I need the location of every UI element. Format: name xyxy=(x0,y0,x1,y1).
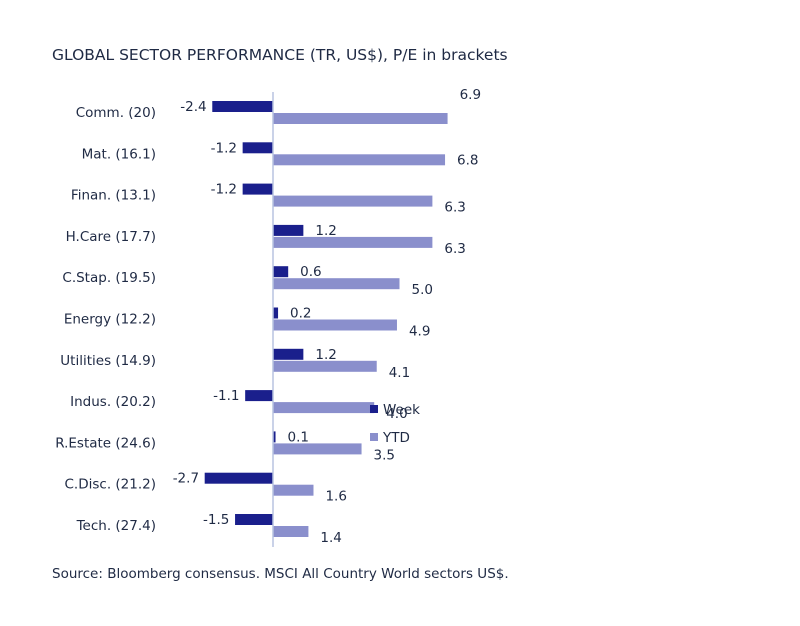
ytd-bar xyxy=(273,443,362,455)
week-value-label: -1.1 xyxy=(213,388,239,404)
week-bar xyxy=(273,307,279,319)
category-label: Mat. (16.1) xyxy=(82,146,156,162)
ytd-value-label: 6.9 xyxy=(460,87,481,103)
ytd-bar xyxy=(273,113,448,124)
week-bar xyxy=(273,224,304,236)
week-bar xyxy=(245,390,273,402)
legend-ytd-label: YTD xyxy=(382,430,410,446)
ytd-value-label: 1.4 xyxy=(320,530,341,546)
ytd-bar xyxy=(273,319,397,331)
category-label: Utilities (14.9) xyxy=(60,353,156,369)
category-label: H.Care (17.7) xyxy=(66,229,156,245)
week-bar xyxy=(273,348,304,360)
ytd-bar xyxy=(273,402,375,414)
category-label: Comm. (20) xyxy=(76,105,156,121)
week-value-label: 1.2 xyxy=(315,347,336,363)
week-value-label: 0.6 xyxy=(300,264,321,280)
ytd-value-label: 4.1 xyxy=(389,365,410,381)
week-bar xyxy=(242,142,273,154)
ytd-bar xyxy=(273,360,377,372)
ytd-bar xyxy=(273,154,446,166)
category-label: Tech. (27.4) xyxy=(76,518,156,534)
ytd-value-label: 5.0 xyxy=(412,282,433,298)
week-value-label: -1.2 xyxy=(211,140,237,156)
ytd-value-label: 4.0 xyxy=(386,406,407,422)
week-bar xyxy=(212,101,273,112)
legend-week-label: Week xyxy=(383,402,420,418)
ytd-bar xyxy=(273,236,433,248)
chart-title: GLOBAL SECTOR PERFORMANCE (TR, US$), P/E… xyxy=(52,46,508,64)
week-value-label: -1.2 xyxy=(211,182,237,198)
category-label: C.Stap. (19.5) xyxy=(62,270,156,286)
week-bar xyxy=(204,472,273,484)
week-value-label: 0.2 xyxy=(290,306,311,322)
week-bar xyxy=(235,514,273,525)
ytd-bar xyxy=(273,526,309,537)
week-bar xyxy=(273,431,276,443)
category-label: Indus. (20.2) xyxy=(70,394,156,410)
source-note: Source: Bloomberg consensus. MSCI All Co… xyxy=(52,566,509,582)
week-value-label: 1.2 xyxy=(315,223,336,239)
ytd-value-label: 6.3 xyxy=(444,200,465,216)
week-bar xyxy=(273,266,289,278)
week-value-label: -2.7 xyxy=(173,471,199,487)
week-value-label: -1.5 xyxy=(203,512,229,528)
ytd-value-label: 4.9 xyxy=(409,324,430,340)
ytd-value-label: 6.3 xyxy=(444,241,465,257)
ytd-value-label: 6.8 xyxy=(457,152,478,168)
category-label: C.Disc. (21.2) xyxy=(65,477,157,493)
legend-ytd-swatch xyxy=(370,433,378,441)
week-value-label: -2.4 xyxy=(180,99,206,115)
week-bar xyxy=(242,183,273,195)
category-label: R.Estate (24.6) xyxy=(55,435,156,451)
ytd-value-label: 3.5 xyxy=(374,447,395,463)
legend-week-swatch xyxy=(370,405,378,413)
ytd-bar xyxy=(273,195,433,207)
category-label: Finan. (13.1) xyxy=(71,188,156,204)
ytd-bar xyxy=(273,278,400,290)
week-value-label: 0.1 xyxy=(288,429,309,445)
category-label: Energy (12.2) xyxy=(64,312,156,328)
ytd-bar xyxy=(273,484,314,496)
ytd-value-label: 1.6 xyxy=(325,489,346,505)
